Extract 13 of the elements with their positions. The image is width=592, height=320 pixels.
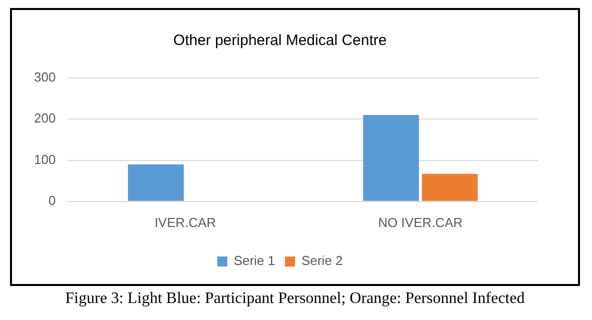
x-tick-label: NO IVER.CAR <box>378 214 463 230</box>
bar <box>128 164 184 201</box>
y-tick-label: 100 <box>34 152 56 167</box>
bar <box>363 115 419 201</box>
legend-label: Serie 2 <box>302 253 343 268</box>
y-tick-label: 200 <box>34 110 56 126</box>
y-tick-label: 300 <box>34 70 56 85</box>
caption: Figure 3: Light Blue: Participant Personnel; Orange: Personnel Infected <box>64 290 526 308</box>
legend-label: Serie 1 <box>234 253 276 268</box>
bar <box>422 174 478 201</box>
chart-title: Other peripheral Medical Centre <box>173 32 387 50</box>
y-tick-label: 0 <box>48 192 56 208</box>
x-tick-label: IVER.CAR <box>154 214 216 230</box>
